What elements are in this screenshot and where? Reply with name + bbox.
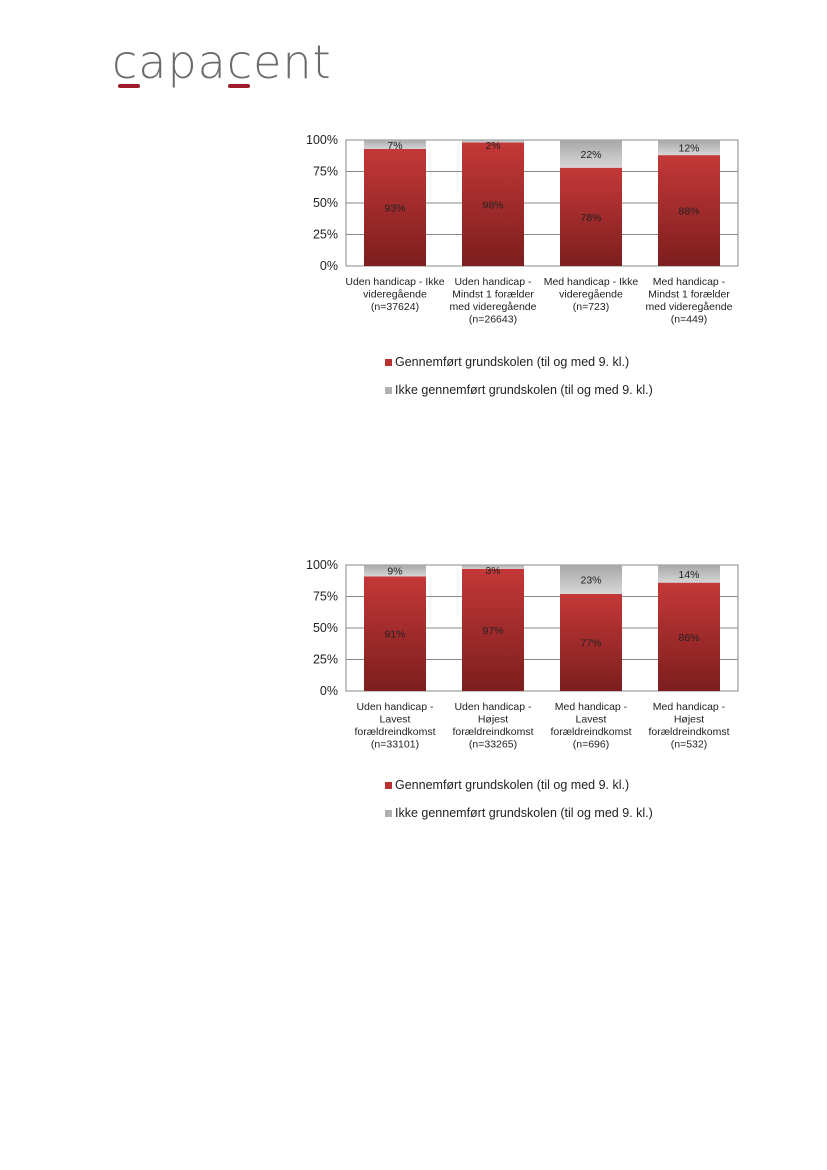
chart-1-plot: 0% 25% 50% 75% 100% 93% 7% Uden handicap - Ikke… [306, 133, 739, 326]
legend-item: Ikke gennemført grundskolen (til og med … [385, 804, 653, 822]
legend-item: Gennemført grundskolen (til og med 9. kl… [385, 353, 653, 371]
bar-not-completed [462, 565, 524, 569]
bar-not-completed [560, 140, 622, 168]
bar-completed [364, 148, 426, 266]
chart-2: 0% 25% 50% 75% 100% 91% 9% Uden handicap -Laves… [270, 553, 770, 833]
data-label-completed: 97% [482, 625, 503, 637]
chart-1-legend: Gennemført grundskolen (til og med 9. kl… [385, 353, 653, 409]
data-label-completed: 77% [580, 637, 601, 649]
bar-not-completed [658, 565, 720, 583]
y-tick-label: 25% [313, 228, 338, 242]
data-label-completed: 93% [384, 202, 405, 214]
chart-2-legend: Gennemført grundskolen (til og med 9. kl… [385, 776, 653, 832]
bar-not-completed [462, 140, 524, 143]
data-label-not-completed: 23% [580, 574, 601, 586]
data-label-not-completed: 9% [387, 566, 402, 578]
bar-not-completed [364, 140, 426, 149]
legend-swatch-completed [385, 781, 392, 789]
data-label-completed: 86% [678, 632, 699, 644]
bar-completed [560, 593, 622, 691]
bar-not-completed [364, 565, 426, 577]
y-tick-label: 0% [320, 259, 338, 273]
bar-completed [462, 568, 524, 691]
capacent-logo: capacent [112, 32, 342, 102]
data-label-not-completed: 14% [678, 569, 699, 581]
logo-accent-mark [118, 84, 140, 88]
y-tick-label: 25% [313, 653, 338, 667]
legend-item: Ikke gennemført grundskolen (til og med … [385, 381, 653, 399]
x-category-label: Uden handicap - Ikke videregående (n=37624… [345, 276, 444, 313]
bar-completed [462, 142, 524, 266]
bar-completed [658, 155, 720, 266]
data-label-not-completed: 3% [485, 565, 500, 577]
legend-swatch-not-completed [385, 386, 392, 394]
logo-accent-mark [228, 84, 250, 88]
legend-label-completed: Gennemført grundskolen (til og med 9. kl… [395, 355, 630, 369]
y-tick-label: 100% [306, 558, 338, 572]
x-category-label: Med handicap -Lavest forældreindkomst (n=6… [550, 701, 631, 751]
x-category-label: Med handicap - Ikke videregående (n=723) [544, 276, 639, 313]
bar-completed [658, 582, 720, 691]
data-label-completed: 88% [678, 206, 699, 218]
data-label-not-completed: 7% [387, 140, 402, 152]
logo-text: capacent [112, 35, 332, 89]
data-label-completed: 78% [580, 212, 601, 224]
x-category-label: Uden handicap -Mindst 1 forælder med vide… [450, 276, 537, 326]
legend-swatch-completed [385, 358, 392, 366]
bar-completed [364, 576, 426, 691]
bar-not-completed [658, 140, 720, 156]
data-label-not-completed: 12% [678, 143, 699, 155]
legend-label-completed: Gennemført grundskolen (til og med 9. kl… [395, 778, 630, 792]
bar-not-completed [560, 565, 622, 594]
data-label-not-completed: 2% [485, 140, 500, 152]
x-category-label: Med handicap -Højest forældreindkomst (n=5… [648, 701, 729, 751]
y-tick-label: 0% [320, 684, 338, 698]
y-tick-label: 50% [313, 196, 338, 210]
y-tick-label: 100% [306, 133, 338, 147]
legend-swatch-not-completed [385, 809, 392, 817]
legend-label-not-completed: Ikke gennemført grundskolen (til og med … [395, 806, 653, 820]
data-label-not-completed: 22% [580, 149, 601, 161]
x-category-label: Med handicap -Mindst 1 forælder med vider… [646, 276, 733, 326]
x-category-label: Uden handicap -Højest forældreindkomst (n=… [452, 701, 533, 751]
bar-completed [560, 167, 622, 266]
legend-item: Gennemført grundskolen (til og med 9. kl… [385, 776, 653, 794]
y-tick-label: 50% [313, 621, 338, 635]
data-label-completed: 98% [482, 199, 503, 211]
chart-2-plot: 0% 25% 50% 75% 100% 91% 9% Uden handicap -Laves… [306, 558, 739, 751]
x-category-label: Uden handicap -Lavest forældreindkomst (n=… [354, 701, 435, 751]
y-tick-label: 75% [313, 165, 338, 179]
y-tick-label: 75% [313, 590, 338, 604]
legend-label-not-completed: Ikke gennemført grundskolen (til og med … [395, 383, 653, 397]
data-label-completed: 91% [384, 629, 405, 641]
chart-1: 0% 25% 50% 75% 100% 93% 7% Uden handicap - Ikke… [270, 128, 770, 408]
